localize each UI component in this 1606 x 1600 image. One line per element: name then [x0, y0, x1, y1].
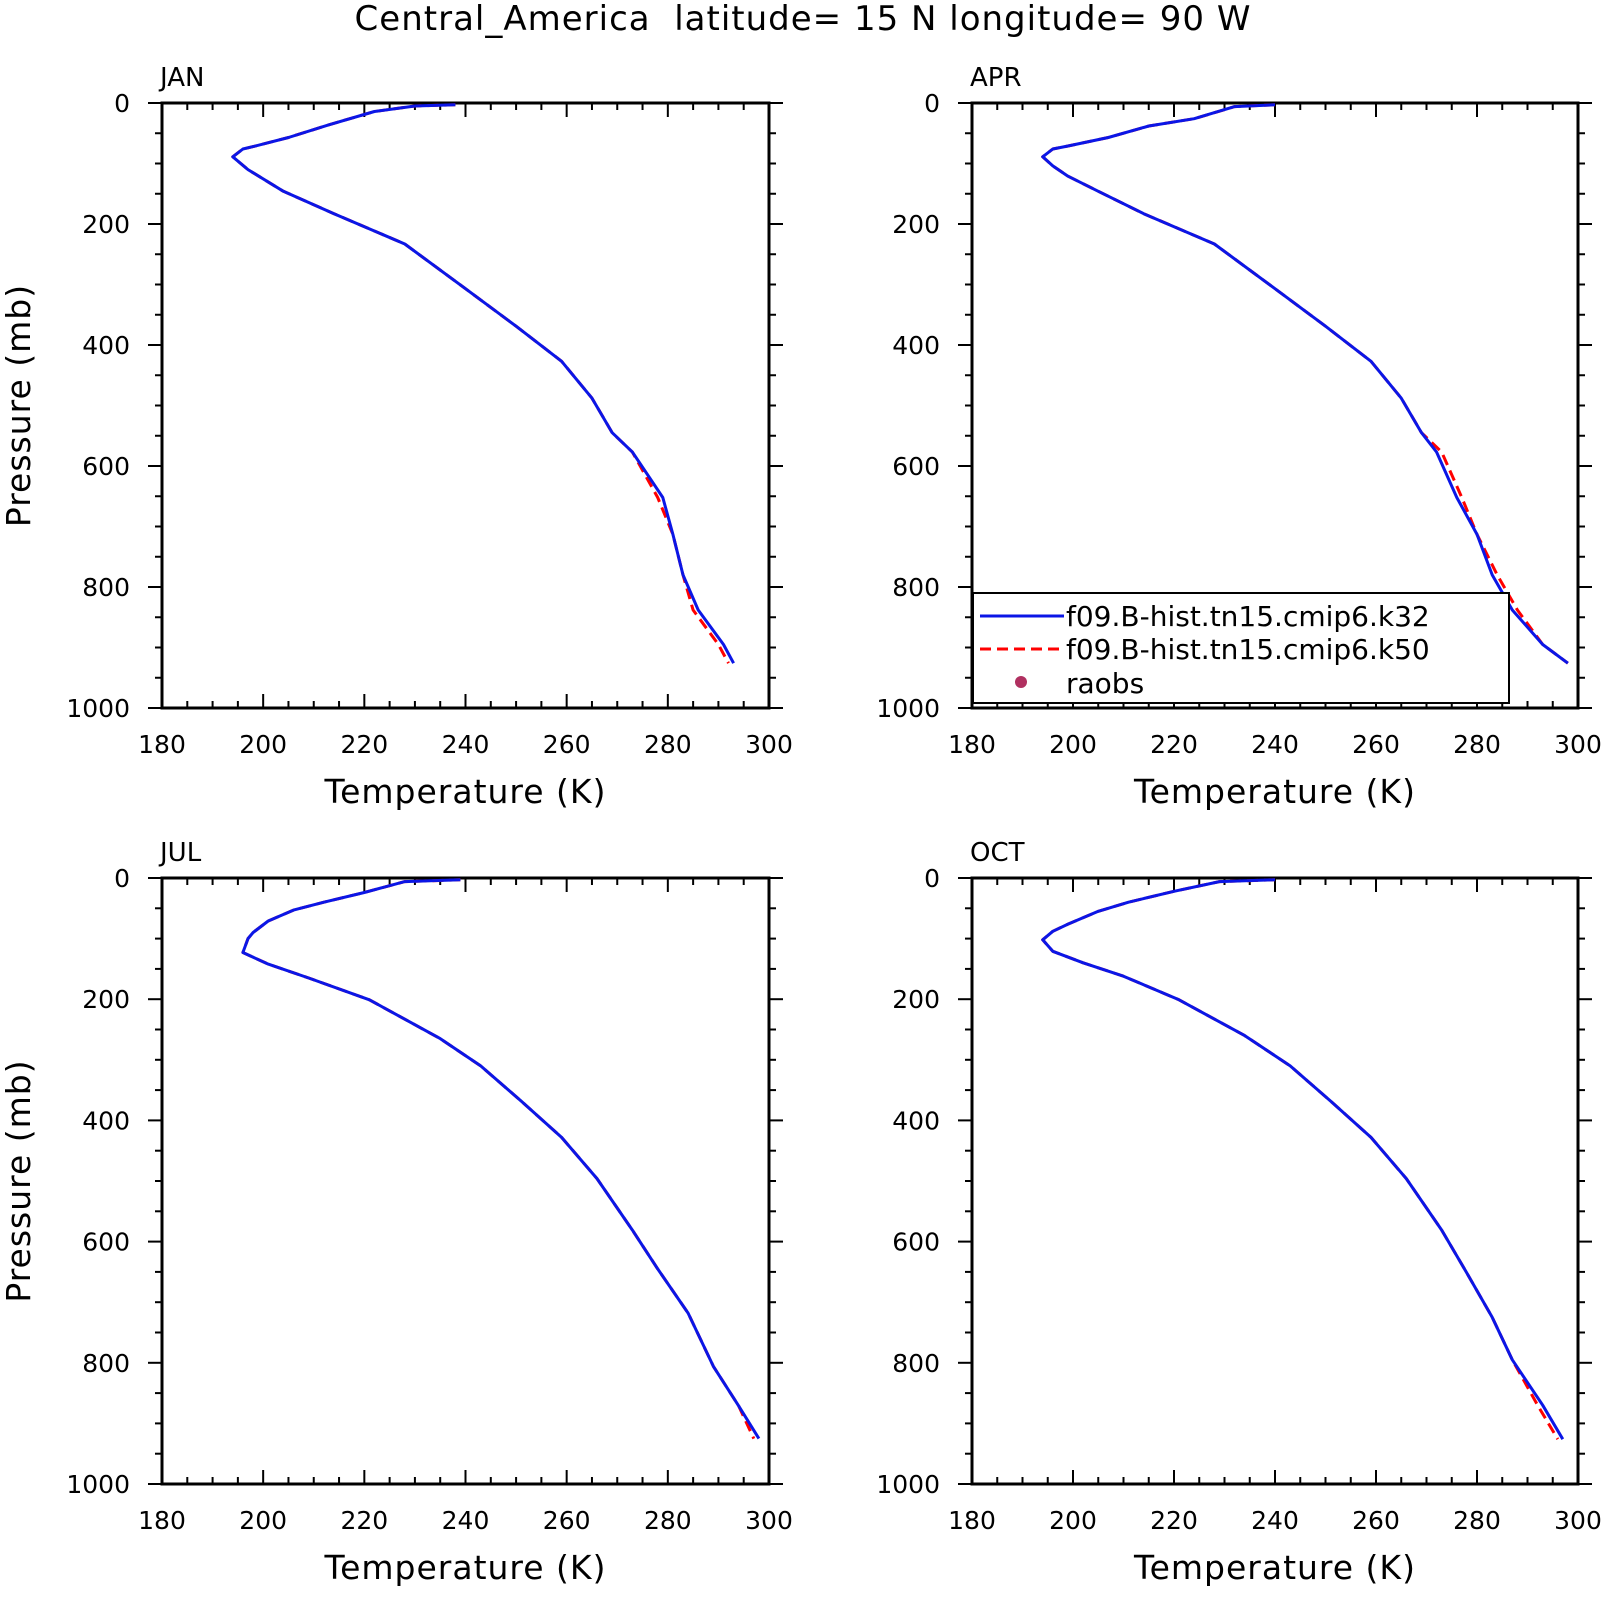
y-tick-label: 600	[892, 1228, 940, 1257]
plot-frame	[160, 101, 771, 710]
x-tick-label: 240	[1251, 1506, 1299, 1535]
x-tick-label: 200	[1049, 1506, 1097, 1535]
x-tick-label: 200	[1049, 730, 1097, 759]
x-tick-label: 220	[1150, 730, 1198, 759]
legend-raobs-marker	[1015, 676, 1027, 688]
panel-title: JUL	[158, 838, 202, 868]
legend-k50-label: f09.B-hist.tn15.cmip6.k50	[1066, 633, 1430, 666]
panel-title: APR	[970, 63, 1022, 93]
y-tick-label: 400	[892, 1106, 940, 1135]
panel-apr: 180 200 220 240 260 280 300 0 200 400 600 800 1000 AP…	[876, 63, 1601, 811]
panel-title: OCT	[970, 838, 1025, 868]
y-tick-label: 800	[82, 1349, 130, 1378]
x-tick-label: 280	[644, 730, 692, 759]
x-tick-label: 220	[1150, 1506, 1198, 1535]
x-tick-label: 240	[442, 730, 490, 759]
figure-title: Central_America latitude= 15 N longitude…	[355, 0, 1252, 39]
x-tick-label: 180	[948, 730, 996, 759]
x-tick-label: 200	[239, 730, 287, 759]
series-line-k32	[1041, 103, 1569, 665]
x-tick-label: 280	[1453, 1506, 1501, 1535]
y-tick-label: 200	[82, 210, 130, 239]
series-line-k50	[1041, 103, 1569, 665]
y-tick-label: 200	[82, 985, 130, 1014]
y-tick-label: 400	[892, 331, 940, 360]
series-line-k50	[231, 103, 730, 664]
panel-jan: 180 200 220 240 260 280 300 0 200 400 600 800 1000 JA…	[0, 63, 793, 811]
series-line-k32	[231, 103, 735, 664]
x-tick-label: 220	[340, 1506, 388, 1535]
plot-frame	[970, 876, 1580, 1486]
x-axis-label: Temperature (K)	[1133, 1548, 1416, 1587]
x-tick-label: 260	[1352, 730, 1400, 759]
y-tick-label: 1000	[876, 694, 940, 723]
x-tick-label: 260	[543, 730, 591, 759]
y-tick-label: 800	[892, 573, 940, 602]
x-tick-label: 300	[745, 730, 793, 759]
y-tick-label: 1000	[66, 1470, 130, 1499]
y-tick-label: 200	[892, 210, 940, 239]
series-line-k32	[1041, 878, 1565, 1440]
x-axis-label: Temperature (K)	[1133, 772, 1416, 811]
x-axis-label: Temperature (K)	[324, 772, 607, 811]
y-tick-label: 600	[82, 1228, 130, 1257]
panels: 180 200 220 240 260 280 300 0 200 400 600 800 1000 JA…	[0, 63, 1602, 1587]
panel-title: JAN	[158, 63, 204, 93]
x-axis-label: Temperature (K)	[324, 1548, 607, 1587]
x-tick-label: 260	[1352, 1506, 1400, 1535]
series-line-k50	[241, 878, 756, 1440]
legend-raobs-label: raobs	[1066, 667, 1144, 700]
y-tick-label: 1000	[66, 694, 130, 723]
x-tick-label: 180	[138, 1506, 186, 1535]
x-tick-label: 180	[138, 730, 186, 759]
series-line-k32	[241, 878, 761, 1440]
x-tick-label: 280	[1453, 730, 1501, 759]
x-tick-label: 180	[948, 1506, 996, 1535]
y-tick-label: 400	[82, 331, 130, 360]
x-tick-label: 260	[543, 1506, 591, 1535]
y-tick-label: 1000	[876, 1470, 940, 1499]
x-tick-label: 300	[745, 1506, 793, 1535]
x-tick-label: 240	[442, 1506, 490, 1535]
x-tick-label: 300	[1554, 1506, 1602, 1535]
y-tick-label: 0	[924, 89, 940, 118]
legend-box	[972, 592, 1510, 704]
x-tick-label: 240	[1251, 730, 1299, 759]
x-tick-label: 300	[1554, 730, 1602, 759]
plot-frame	[160, 876, 771, 1486]
legend-k32-label: f09.B-hist.tn15.cmip6.k32	[1066, 600, 1430, 633]
y-tick-label: 600	[892, 452, 940, 481]
y-tick-label: 600	[82, 452, 130, 481]
x-tick-label: 200	[239, 1506, 287, 1535]
legend: f09.B-hist.tn15.cmip6.k32 f09.B-hist.tn1…	[972, 592, 1510, 704]
y-tick-label: 0	[924, 864, 940, 893]
y-axis-label: Pressure (mb)	[0, 284, 38, 527]
series-line-k50	[1041, 878, 1560, 1440]
y-tick-label: 400	[82, 1106, 130, 1135]
y-tick-label: 200	[892, 985, 940, 1014]
x-tick-label: 280	[644, 1506, 692, 1535]
x-tick-label: 220	[340, 730, 388, 759]
y-tick-label: 0	[114, 864, 130, 893]
panel-oct: 180 200 220 240 260 280 300 0 200 400 600 800 1000 OC…	[876, 838, 1601, 1587]
y-tick-label: 800	[892, 1349, 940, 1378]
panel-jul: 180 200 220 240 260 280 300 0 200 400 600 800 1000 JU…	[0, 838, 793, 1587]
y-axis-label: Pressure (mb)	[0, 1059, 38, 1302]
y-tick-label: 800	[82, 573, 130, 602]
y-tick-label: 0	[114, 89, 130, 118]
